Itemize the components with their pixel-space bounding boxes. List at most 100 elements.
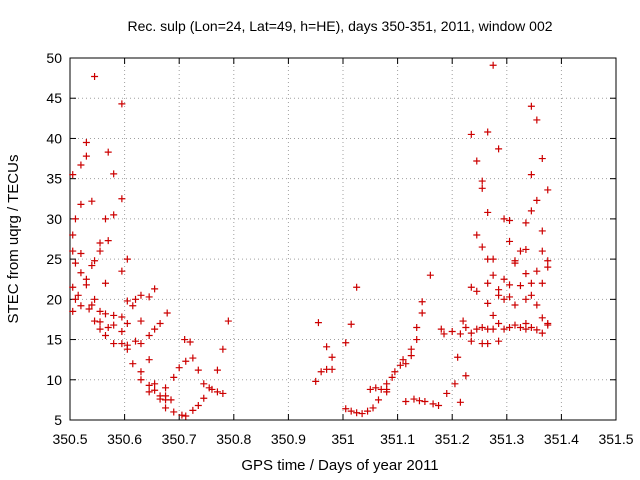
data-point [467,337,475,345]
data-point [413,336,421,344]
data-point [511,257,519,265]
data-point [323,343,331,351]
data-point [506,216,514,224]
data-point [123,297,131,305]
data-point [219,389,227,397]
data-point [77,161,85,169]
data-point [145,332,153,340]
data-point [527,102,535,110]
y-axis-label: STEC from uqrg / TECUs [5,155,22,324]
data-point [415,397,423,405]
data-point [364,407,372,415]
data-point [91,73,99,81]
data-point [353,409,361,417]
data-point [402,360,410,368]
data-point [219,345,227,353]
data-point [410,395,418,403]
data-point [151,386,159,394]
x-tick-label: 351.1 [380,431,415,447]
grid [70,58,616,420]
data-point [437,325,445,333]
data-point [145,356,153,364]
data-point [71,215,79,223]
data-point [538,329,546,337]
data-point [478,177,486,185]
data-point [391,368,399,376]
data-point [85,305,93,313]
data-point [104,323,112,331]
y-tick-label: 5 [54,412,62,428]
data-point [451,380,459,388]
data-point [69,283,77,291]
data-point [538,279,546,287]
data-point [533,267,541,275]
data-point [413,323,421,331]
data-point [544,186,552,194]
data-point [194,366,202,374]
y-tick-label: 30 [46,211,62,227]
data-point [91,295,99,303]
data-point [162,404,170,412]
data-point [489,61,497,69]
data-point [189,354,197,362]
data-point [456,330,464,338]
data-point [71,295,79,303]
data-point [82,138,90,146]
x-tick-label: 351.3 [489,431,524,447]
data-point [522,219,530,227]
data-point [522,325,530,333]
data-point [467,329,475,337]
data-point [96,325,104,333]
data-point [489,311,497,319]
data-point [104,237,112,245]
y-tick-label: 50 [46,50,62,66]
data-point [118,195,126,203]
data-point [484,208,492,216]
data-point [77,269,85,277]
data-point [478,184,486,192]
y-tick-label: 20 [46,291,62,307]
data-point [71,259,79,267]
data-point [372,384,380,392]
data-point [478,243,486,251]
data-point [495,337,503,345]
data-point [151,325,159,333]
data-point [473,287,481,295]
data-point [213,366,221,374]
x-tick-label: 350.6 [107,431,142,447]
data-point [489,271,497,279]
data-point [462,372,470,380]
data-point [194,402,202,410]
data-point [118,313,126,321]
chart-title: Rec. sulp (Lon=24, Lat=49, h=HE), days 3… [127,18,552,34]
data-point [448,328,456,336]
data-point [132,337,140,345]
data-point [456,398,464,406]
data-point [484,279,492,287]
data-point [489,325,497,333]
x-tick-label: 350.9 [271,431,306,447]
data-point [500,275,508,283]
data-point [511,321,519,329]
data-point [396,361,404,369]
data-point [369,404,377,412]
data-point [522,245,530,253]
data-point [317,368,325,376]
data-point [462,323,470,331]
data-point [82,152,90,160]
y-tick-label: 45 [46,90,62,106]
data-point [118,267,126,275]
data-point [328,365,336,373]
data-point [418,309,426,317]
data-point [347,320,355,328]
data-point [383,388,391,396]
data-point [96,247,104,255]
data-point [178,411,186,419]
data-point [407,345,415,353]
data-point [495,319,503,327]
data-point [110,340,118,348]
data-point [151,285,159,293]
data-point [200,380,208,388]
data-point [118,340,126,348]
x-tick-label: 350.8 [216,431,251,447]
